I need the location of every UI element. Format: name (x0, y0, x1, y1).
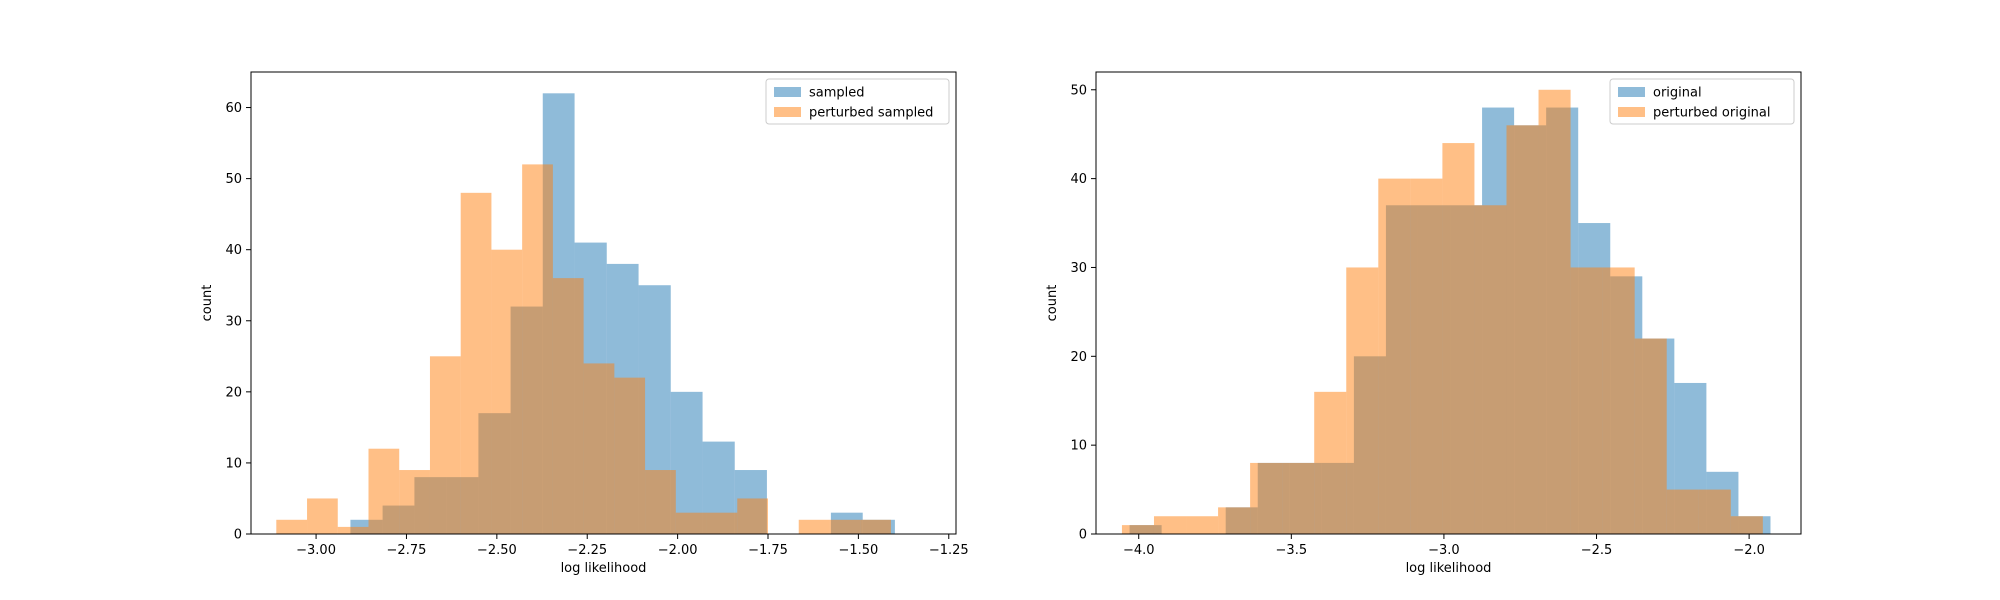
histogram-bar (583, 363, 615, 534)
histogram-bar (276, 519, 308, 534)
histogram-bar (1474, 205, 1507, 534)
y-tick-label: 40 (225, 243, 242, 258)
histogram-bar (798, 519, 830, 534)
legend-swatch (1618, 87, 1645, 97)
histogram-bar (1698, 489, 1731, 534)
y-tick-label: 20 (1070, 350, 1087, 365)
legend: original perturbed original (1609, 78, 1795, 125)
histogram-bar (1506, 125, 1539, 535)
histogram-bar (860, 519, 891, 534)
axes-frame (1095, 71, 1802, 535)
x-tick-label: −3.0 (1428, 543, 1460, 558)
histogram-bar (1442, 143, 1475, 535)
chart-panel-1: −3.00 −2.75 −2.50 −2.25 −2.00 −1.75 −1.50 −1.25… (200, 71, 969, 576)
y-tick-label: 50 (225, 172, 242, 187)
histogram-bar (706, 512, 738, 534)
series-2 (1121, 89, 1763, 535)
histogram-bar (460, 192, 492, 535)
histogram-bar (368, 448, 400, 534)
histogram-bar (429, 356, 461, 534)
x-tick-label: −1.50 (838, 543, 878, 558)
histogram-bar (1186, 516, 1219, 534)
histogram-bar (1153, 516, 1187, 534)
legend-entry-label: perturbed sampled (809, 106, 933, 121)
x-tick-label: −2.5 (1581, 543, 1613, 558)
x-tick-label: −2.00 (658, 543, 698, 558)
histogram-bar (1314, 391, 1347, 534)
y-tick-label: 20 (225, 385, 242, 400)
histogram-bar (1666, 489, 1699, 534)
x-tick-label: −3.00 (296, 543, 336, 558)
histogram-bar (1218, 507, 1251, 534)
histogram-bar (670, 391, 703, 534)
y-tick-label: 50 (1070, 83, 1087, 98)
histogram-bar (737, 498, 768, 534)
histogram-bar (491, 249, 523, 534)
histogram-bar (1250, 462, 1283, 534)
histogram-bar (1378, 178, 1411, 534)
histogram-bar (399, 470, 430, 534)
histogram-bar (1538, 89, 1571, 535)
histogram-bar (307, 498, 338, 534)
series-2 (276, 164, 891, 535)
legend-swatch (774, 107, 801, 117)
x-axis-label: log likelihood (561, 561, 647, 576)
legend-box (765, 78, 950, 125)
histogram-bar (522, 164, 553, 534)
legend-swatch (774, 87, 801, 97)
x-tick-label: −1.75 (748, 543, 788, 558)
legend: sampled perturbed sampled (765, 78, 950, 125)
y-tick-label: 30 (1070, 261, 1087, 276)
histogram-bar (337, 526, 369, 534)
histogram-bar (675, 512, 707, 534)
legend-entry-label: perturbed original (1653, 106, 1771, 121)
y-axis-label: count (200, 285, 215, 322)
histogram-bar (1282, 462, 1315, 534)
x-tick-label: −3.5 (1276, 543, 1308, 558)
histogram-bar (1602, 267, 1635, 534)
axes-frame (250, 71, 957, 535)
y-tick-label: 10 (1070, 439, 1087, 454)
y-tick-label: 30 (225, 314, 242, 329)
x-axis-label: log likelihood (1406, 561, 1492, 576)
histogram-bar (1410, 178, 1443, 534)
x-tick-label: −2.25 (567, 543, 607, 558)
y-tick-label: 0 (234, 528, 242, 543)
legend-swatch (1618, 107, 1645, 117)
histogram-bar (552, 278, 584, 534)
y-tick-label: 40 (1070, 172, 1087, 187)
legend-entry-label: original (1653, 86, 1702, 101)
histogram-bar (829, 519, 861, 534)
histogram-bar (645, 470, 676, 534)
histogram-bar (1730, 516, 1763, 534)
y-axis-label: count (1045, 285, 1060, 322)
x-tick-label: −1.25 (929, 543, 969, 558)
histogram-bar (1121, 525, 1154, 534)
histogram-bar (1570, 267, 1603, 534)
x-tick-label: −4.0 (1123, 543, 1155, 558)
y-tick-label: 0 (1079, 528, 1087, 543)
y-tick-label: 60 (225, 101, 242, 116)
legend-entry-label: sampled (809, 86, 865, 101)
histogram-bar (614, 377, 646, 534)
legend-box (1609, 78, 1795, 125)
histogram-bar (1346, 267, 1379, 534)
y-tick-label: 10 (225, 456, 242, 471)
histogram-bar (1634, 338, 1667, 534)
x-tick-label: −2.75 (387, 543, 427, 558)
x-tick-label: −2.50 (477, 543, 517, 558)
x-tick-label: −2.0 (1733, 543, 1765, 558)
chart-panel-2: −4.0 −3.5 −3.0 −2.5 −2.0 0 10 20 30 40 50 log likel… (1045, 71, 1802, 576)
